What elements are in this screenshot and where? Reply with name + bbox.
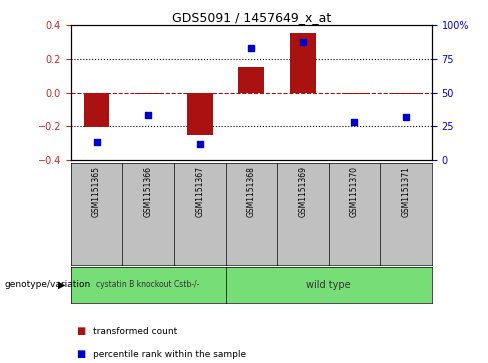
Point bbox=[299, 38, 307, 44]
Text: percentile rank within the sample: percentile rank within the sample bbox=[93, 350, 246, 359]
Text: GSM1151368: GSM1151368 bbox=[247, 166, 256, 217]
Point bbox=[144, 113, 152, 118]
Text: GSM1151371: GSM1151371 bbox=[402, 166, 410, 217]
Text: GSM1151370: GSM1151370 bbox=[350, 166, 359, 217]
Text: GSM1151366: GSM1151366 bbox=[143, 166, 153, 217]
Point bbox=[93, 139, 101, 145]
Text: wild type: wild type bbox=[306, 280, 351, 290]
Point bbox=[247, 45, 255, 51]
Title: GDS5091 / 1457649_x_at: GDS5091 / 1457649_x_at bbox=[172, 11, 331, 24]
Bar bbox=[393, 93, 419, 94]
Text: ▶: ▶ bbox=[58, 280, 65, 290]
Text: GSM1151365: GSM1151365 bbox=[92, 166, 101, 217]
Bar bbox=[342, 93, 367, 94]
Text: transformed count: transformed count bbox=[93, 327, 177, 336]
Bar bbox=[83, 93, 109, 127]
Bar bbox=[187, 93, 213, 135]
Point bbox=[402, 114, 410, 120]
Text: ■: ■ bbox=[76, 349, 85, 359]
Text: genotype/variation: genotype/variation bbox=[5, 281, 91, 289]
Text: GSM1151369: GSM1151369 bbox=[298, 166, 307, 217]
Text: GSM1151367: GSM1151367 bbox=[195, 166, 204, 217]
Text: cystatin B knockout Cstb-/-: cystatin B knockout Cstb-/- bbox=[97, 281, 200, 289]
Text: ■: ■ bbox=[76, 326, 85, 336]
Point bbox=[350, 119, 358, 125]
Point bbox=[196, 141, 203, 147]
Bar bbox=[135, 93, 161, 94]
Bar bbox=[239, 68, 264, 93]
Bar bbox=[290, 33, 316, 93]
